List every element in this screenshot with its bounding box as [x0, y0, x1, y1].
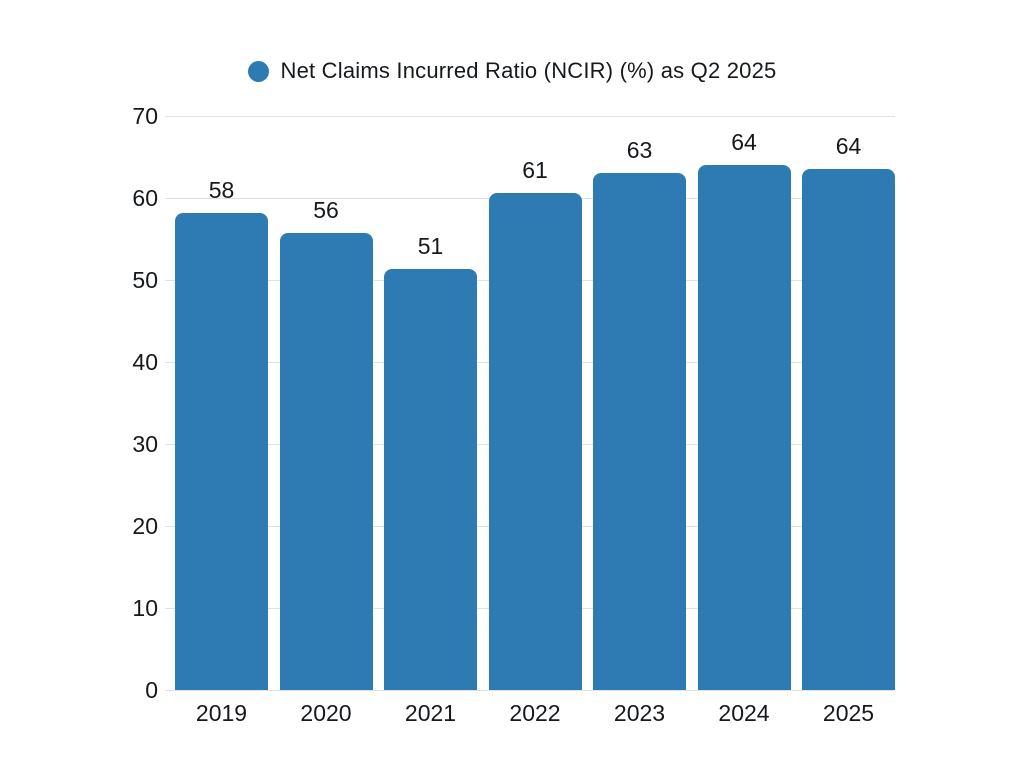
legend-series-label: Net Claims Incurred Ratio (NCIR) (%) as … [280, 58, 777, 83]
bar-2021[interactable] [384, 269, 477, 690]
bar-2024[interactable] [697, 165, 791, 690]
x-axis-tick-label-2020: 2020 [300, 700, 352, 726]
y-axis-tick-label: 50 [132, 267, 158, 293]
x-axis-tick-label-2021: 2021 [404, 700, 457, 726]
x-axis-tick-label-2025: 2025 [822, 700, 875, 726]
bar-value-label-2024: 64 [731, 129, 757, 156]
legend-marker-icon [247, 60, 269, 82]
x-axis-tick-label-2019: 2019 [195, 700, 248, 726]
y-axis-tick-label: 20 [132, 513, 158, 539]
gridline-y-0 [165, 689, 895, 691]
bar-2022[interactable] [488, 193, 582, 690]
bar-value-label-2019: 58 [208, 176, 235, 203]
y-axis-tick-label: 30 [132, 431, 158, 457]
y-axis-tick-label: 70 [132, 103, 158, 129]
bar-2023[interactable] [593, 173, 686, 690]
bar-value-label-2021: 51 [417, 233, 444, 260]
y-axis-tick-label: 40 [132, 349, 158, 375]
y-axis-tick-label: 10 [132, 595, 158, 621]
x-axis-tick-label-2022: 2022 [509, 700, 561, 726]
bar-value-label-2020: 56 [313, 197, 339, 224]
bar-2025[interactable] [802, 169, 895, 690]
y-axis-tick-label: 0 [145, 677, 158, 703]
bar-2019[interactable] [175, 212, 268, 690]
chart-legend[interactable]: Net Claims Incurred Ratio (NCIR) (%) as … [0, 58, 1024, 84]
bar-value-label-2022: 61 [522, 157, 548, 184]
gridline-y-70 [165, 115, 895, 117]
x-axis-tick-label-2023: 2023 [613, 700, 666, 726]
bar-value-label-2025: 64 [835, 133, 862, 160]
y-axis-tick-label: 60 [132, 185, 158, 211]
bar-2020[interactable] [279, 233, 373, 690]
bar-value-label-2023: 63 [626, 137, 653, 164]
x-axis-tick-label-2024: 2024 [718, 700, 770, 726]
